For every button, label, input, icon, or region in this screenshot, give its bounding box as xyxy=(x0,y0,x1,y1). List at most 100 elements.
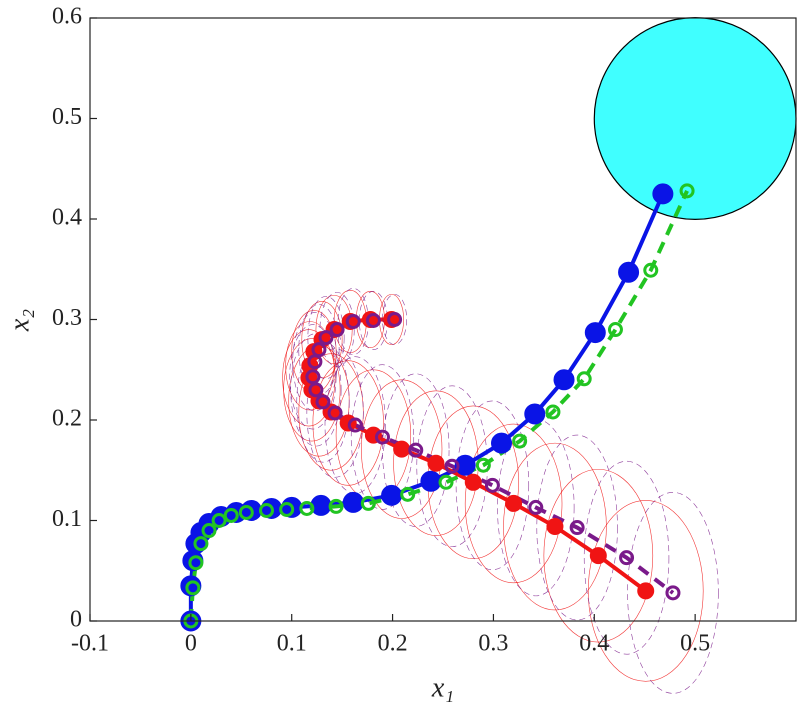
trajectory-point xyxy=(180,575,202,597)
x-tick-label: -0.1 xyxy=(71,631,109,657)
uncertainty-ellipse xyxy=(503,442,607,611)
trajectory-point xyxy=(464,473,482,491)
x-tick-label: 0.5 xyxy=(680,631,710,657)
trajectory-point xyxy=(308,382,324,398)
trajectory-point xyxy=(347,417,363,433)
trajectory-point xyxy=(475,457,491,473)
trajectory-point xyxy=(315,394,331,410)
x-tick-label: 0.2 xyxy=(378,631,408,657)
trajectory-point xyxy=(444,458,460,474)
trajectory-point xyxy=(505,494,523,512)
trajectory-point xyxy=(490,432,512,454)
uncertainty-ellipse xyxy=(464,423,563,584)
trajectory-point xyxy=(223,507,239,523)
x-tick-label: 0 xyxy=(185,631,197,657)
trajectory-point xyxy=(328,498,344,514)
trajectory-point xyxy=(374,429,390,445)
y-tick-label: 0.4 xyxy=(52,205,82,231)
trajectory-point xyxy=(327,405,343,421)
trajectory-point xyxy=(420,470,442,492)
trajectory-point xyxy=(427,454,445,472)
uncertainty-ellipse xyxy=(536,434,618,621)
trajectory-point xyxy=(393,440,411,458)
trajectory-point xyxy=(589,547,607,565)
trajectory-point xyxy=(345,314,361,330)
uncertainty-ellipse xyxy=(290,333,342,447)
uncertainty-ellipse xyxy=(289,324,337,430)
trajectory-point xyxy=(569,520,585,536)
trajectory-point xyxy=(553,369,575,391)
uncertainty-ellipse xyxy=(416,385,488,547)
trajectory-point xyxy=(329,322,345,338)
trajectory-point xyxy=(454,454,476,476)
trajectory-point xyxy=(299,500,315,516)
trajectory-point xyxy=(528,499,544,515)
y-tick-label: 0.3 xyxy=(52,305,82,331)
trajectory-point xyxy=(679,183,695,199)
trajectory-point xyxy=(524,403,546,425)
trajectory-point xyxy=(512,433,528,449)
y-tick-label: 0.5 xyxy=(52,104,82,130)
y-tick-label: 0.6 xyxy=(52,4,82,30)
trajectory-point xyxy=(360,495,376,511)
trajectory-point xyxy=(318,330,334,346)
trajectory-point xyxy=(584,322,606,344)
x-tick-label: 0.3 xyxy=(478,631,508,657)
trajectory-point xyxy=(637,582,655,600)
trajectory-point xyxy=(619,550,635,566)
uncertainty-ellipse xyxy=(382,373,450,527)
y-tick-label: 0 xyxy=(70,607,82,633)
uncertainty-ellipse xyxy=(497,418,575,597)
uncertainty-ellipse xyxy=(361,379,443,519)
trajectory-point xyxy=(484,477,500,493)
y-axis-label: x₂ xyxy=(4,309,35,332)
uncertainty-ellipse xyxy=(583,460,670,655)
uncertainty-ellipse xyxy=(455,400,530,571)
uncertainty-ellipse xyxy=(627,492,719,694)
trajectory-point xyxy=(652,183,674,205)
trajectory-point xyxy=(305,369,321,385)
uncertainty-ellipse xyxy=(312,360,384,486)
trajectory-point xyxy=(618,261,640,283)
trajectory-point xyxy=(643,262,659,278)
trajectory-point xyxy=(365,313,381,329)
trajectory-point xyxy=(400,486,416,502)
trajectory-point xyxy=(408,442,424,458)
trajectory-point xyxy=(387,312,403,327)
uncertainty-ellipse xyxy=(283,338,341,442)
y-tick-label: 0.1 xyxy=(52,506,82,532)
trajectory-point xyxy=(438,474,454,490)
uncertainty-ellipse xyxy=(306,348,364,478)
target-region xyxy=(593,17,797,220)
trajectory-point xyxy=(307,354,323,370)
trajectory-point xyxy=(193,536,209,552)
trajectory-point xyxy=(545,404,561,420)
uncertainty-ellipse xyxy=(587,500,704,682)
x-tick-label: 0.4 xyxy=(579,631,609,657)
trajectory-point xyxy=(279,501,295,517)
uncertainty-ellipse xyxy=(307,296,345,380)
trajectory-point xyxy=(201,523,217,539)
trajectory-point xyxy=(188,555,204,571)
trajectory-point xyxy=(211,513,227,528)
trajectory-line xyxy=(188,190,689,622)
trajectory-point xyxy=(576,371,592,387)
trajectory-line xyxy=(310,317,675,595)
trajectory-point xyxy=(546,518,564,536)
uncertainty-ellipse xyxy=(282,329,336,427)
uncertainty-ellipse xyxy=(350,364,415,510)
x-tick-label: 0.1 xyxy=(277,631,307,657)
trajectory-point xyxy=(607,322,623,338)
trajectory-point xyxy=(238,504,254,520)
y-tick-label: 0.2 xyxy=(52,406,82,432)
trajectory-point xyxy=(310,494,332,516)
trajectory-point xyxy=(381,484,403,506)
uncertainty-ellipse xyxy=(292,312,338,412)
trajectory-point xyxy=(665,585,681,601)
trajectory-point xyxy=(185,580,201,596)
trajectory-point xyxy=(342,491,364,513)
trajectory-point xyxy=(259,502,274,518)
uncertainty-ellipse xyxy=(382,294,407,345)
